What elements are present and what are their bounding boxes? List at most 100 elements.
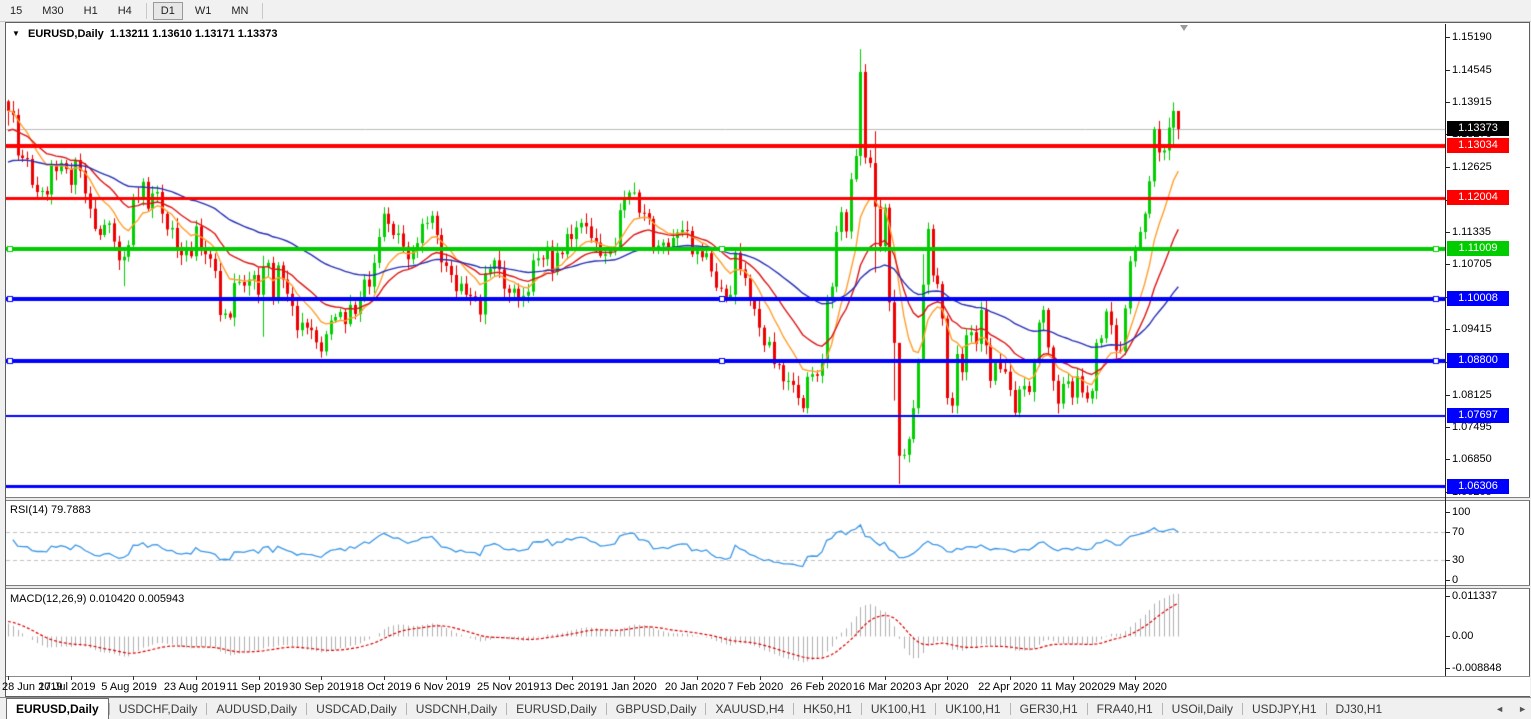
date-tick-mark [1072, 676, 1074, 680]
date-tick-label: 18 Oct 2019 [351, 681, 412, 693]
chart-shift-marker-icon[interactable] [1180, 25, 1188, 31]
chart-tab-ger30-h1[interactable]: GER30,H1 [1019, 701, 1078, 716]
date-tick-mark [696, 676, 698, 680]
price-tick-mark [1445, 459, 1450, 461]
tab-scroll-right-icon[interactable]: ► [1518, 704, 1527, 714]
date-tick-mark [1010, 676, 1012, 680]
hline-price-label: 1.13034 [1447, 138, 1509, 154]
panel-splitter[interactable] [6, 497, 1530, 501]
date-tick-mark [509, 676, 511, 680]
rsi-tick-label: 0 [1452, 574, 1459, 586]
symbol-ohlc-values: 1.13211 1.13610 1.13171 1.13373 [109, 28, 278, 40]
chart-tab-usdchf-daily[interactable]: USDCHF,Daily [118, 701, 198, 716]
hline-price-label: 1.12004 [1447, 190, 1509, 206]
hline-price-label: 1.11009 [1447, 240, 1509, 256]
date-tick-label: 28 Jun 2019 [2, 681, 63, 693]
macd-tick-label: -0.008848 [1452, 661, 1502, 674]
price-tick-label: 1.10705 [1452, 258, 1492, 271]
chart-tab-uk100-h1[interactable]: UK100,H1 [945, 701, 1001, 716]
chart-symbol-title[interactable]: ▼ EURUSD,Daily 1.13211 1.13610 1.13171 1… [12, 28, 278, 40]
price-chart-canvas[interactable] [6, 24, 1445, 497]
macd-tick-mark [1445, 595, 1450, 597]
macd-tick-mark [1445, 636, 1450, 637]
timeframe-button-m30[interactable]: M30 [42, 4, 64, 17]
tab-scroll-left-icon[interactable]: ◄ [1495, 704, 1505, 714]
date-tick-mark [70, 676, 72, 680]
rsi-indicator-canvas[interactable] [6, 500, 1445, 585]
price-axis-border [1445, 24, 1446, 676]
tab-separator [793, 702, 795, 715]
tab-separator [935, 702, 937, 715]
date-tick-label: 30 Sep 2019 [289, 681, 352, 693]
price-tick-label: 1.11335 [1452, 226, 1491, 239]
macd-indicator-canvas[interactable] [6, 589, 1445, 675]
chart-tabs-bar: EURUSD,Daily USDCHF,Daily AUDUSD,Daily USDC… [0, 697, 1531, 719]
chart-tab-eurusd-daily[interactable]: EURUSD,Daily [6, 698, 109, 719]
chart-tab-fra40-h1[interactable]: FRA40,H1 [1096, 701, 1153, 716]
tab-separator [1242, 702, 1244, 715]
chart-tab-xauusd-h4[interactable]: XAUUSD,H4 [715, 701, 785, 716]
date-tick-mark [947, 676, 949, 680]
macd-title: MACD(12,26,9) 0.010420 0.005943 [10, 593, 185, 605]
rsi-tick-mark [1445, 580, 1450, 581]
timeframe-button-15[interactable]: 15 [10, 4, 23, 17]
rsi-tick-label: 30 [1452, 553, 1465, 566]
date-tick-mark [571, 676, 573, 680]
rsi-tick-label: 100 [1452, 506, 1471, 518]
tab-separator [860, 702, 862, 715]
chart-tab-usdcad-daily[interactable]: USDCAD,Daily [316, 701, 397, 716]
hline-price-label: 1.10008 [1447, 291, 1509, 307]
chart-tab-usdcnh-daily[interactable]: USDCNH,Daily [415, 701, 498, 716]
tab-scroll-arrows: ◄ ► [1485, 698, 1527, 719]
tab-separator [1009, 702, 1011, 715]
timeframe-button-w1[interactable]: W1 [194, 4, 212, 17]
hline-price-label: 1.06306 [1447, 478, 1509, 494]
date-tick-mark [195, 676, 197, 680]
tab-separator [306, 702, 308, 715]
date-tick-label: 16 Mar 2020 [852, 681, 915, 693]
chart-tab-usoil-daily[interactable]: USOil,Daily [1171, 701, 1234, 716]
date-tick-mark [446, 676, 448, 680]
date-tick-mark [321, 676, 323, 680]
panel-splitter[interactable] [6, 585, 1530, 589]
chart-tab-dj30-h1[interactable]: DJ30,H1 [1335, 701, 1383, 716]
date-tick-label: 5 Aug 2019 [101, 681, 157, 693]
chart-tab-uk100-h1[interactable]: UK100,H1 [870, 701, 927, 716]
price-tick-label: 1.14545 [1452, 63, 1492, 76]
date-tick-mark [1135, 676, 1137, 680]
price-tick-mark [1445, 394, 1450, 396]
date-tick-label: 29 May 2020 [1103, 681, 1167, 693]
price-tick-label: 1.06850 [1452, 453, 1492, 466]
date-tick-mark [634, 676, 636, 680]
date-axis[interactable] [6, 676, 1530, 696]
price-tick-mark [1445, 37, 1450, 38]
price-tick-label: 1.08125 [1452, 388, 1492, 401]
price-tick-label: 1.09415 [1452, 323, 1492, 336]
tab-separator [705, 702, 707, 715]
date-tick-label: 6 Nov 2019 [414, 681, 471, 693]
price-tick-mark [1445, 426, 1450, 428]
date-tick-mark [133, 676, 135, 680]
chart-tab-eurusd-daily[interactable]: EURUSD,Daily [516, 701, 597, 716]
timeframe-button-mn[interactable]: MN [231, 4, 249, 17]
toolbar-separator [262, 2, 264, 19]
symbol-dropdown-icon[interactable]: ▼ [12, 29, 20, 38]
tab-separator [1161, 702, 1163, 715]
macd-tick-mark [1445, 667, 1450, 669]
chart-tab-gbpusd-daily[interactable]: GBPUSD,Daily [615, 701, 697, 716]
price-tick-mark [1445, 329, 1450, 331]
chart-tab-audusd-daily[interactable]: AUDUSD,Daily [216, 701, 298, 716]
price-tick-label: 1.07495 [1452, 420, 1492, 433]
date-tick-mark [884, 676, 886, 680]
timeframe-button-h4[interactable]: H4 [117, 4, 132, 17]
date-tick-label: 11 Sep 2019 [226, 681, 289, 693]
hline-price-label: 1.08800 [1447, 352, 1509, 368]
timeframe-button-d1[interactable]: D1 [152, 1, 183, 20]
chart-tab-usdjpy-h1[interactable]: USDJPY,H1 [1252, 701, 1317, 716]
tab-separator [605, 702, 607, 715]
chart-tab-hk50-h1[interactable]: HK50,H1 [803, 701, 852, 716]
timeframe-button-h1[interactable]: H1 [83, 4, 98, 17]
price-tick-mark [1445, 166, 1450, 168]
date-tick-label: 22 Apr 2020 [978, 681, 1038, 693]
